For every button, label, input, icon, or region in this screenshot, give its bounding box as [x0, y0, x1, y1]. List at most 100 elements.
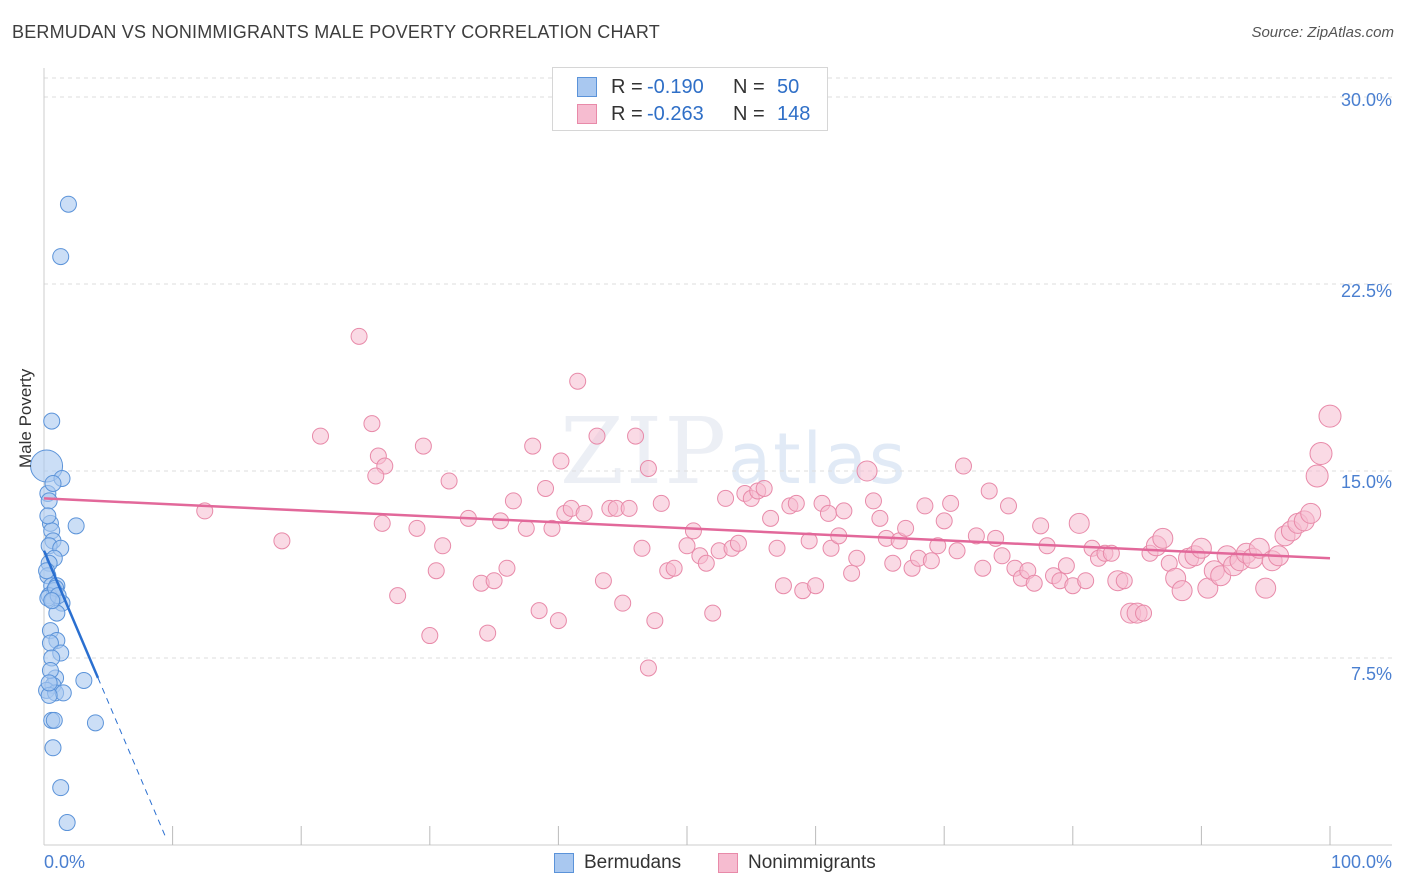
- series-legend: Bermudans Nonimmigrants: [0, 852, 1406, 876]
- nonimmigrants-point: [273, 532, 291, 550]
- nonimmigrants-point: [1032, 517, 1050, 535]
- nonimmigrants-point: [373, 514, 391, 532]
- nonimmigrants-point: [717, 489, 735, 507]
- nonimmigrants-point: [552, 452, 570, 470]
- bermudans-point: [75, 671, 93, 689]
- watermark-zip: ZIP: [560, 398, 729, 505]
- n-value: 148: [777, 102, 811, 125]
- nonimmigrants-point: [427, 562, 445, 580]
- nonimmigrants-point: [884, 554, 902, 572]
- bermudans-point: [52, 248, 70, 266]
- n-label: N =: [733, 102, 765, 125]
- nonimmigrants-point: [922, 552, 940, 570]
- n-value: 50: [777, 75, 800, 98]
- x-tick-label-max: 100.0%: [1330, 852, 1392, 872]
- nonimmigrants-point: [684, 522, 702, 540]
- nonimmigrants-point: [569, 372, 587, 390]
- n-label: N =: [733, 75, 765, 98]
- nonimmigrants-point: [639, 659, 657, 677]
- nonimmigrants-point: [948, 542, 966, 560]
- nonimmigrants-point: [363, 415, 381, 433]
- nonimmigrants-point: [755, 479, 773, 497]
- nonimmigrants-point: [408, 519, 426, 537]
- nonimmigrants-point: [440, 472, 458, 490]
- nonimmigrants-point: [1152, 527, 1174, 549]
- nonimmigrants-point: [537, 479, 555, 497]
- nonimmigrants-point: [916, 497, 934, 515]
- nonimmigrants-point: [974, 559, 992, 577]
- nonimmigrants-point: [1305, 464, 1329, 488]
- bermudans-point: [86, 714, 104, 732]
- bermudans-point: [43, 592, 61, 610]
- nonimmigrants-point: [897, 519, 915, 537]
- nonimmigrants-point: [787, 494, 805, 512]
- nonimmigrants-point: [843, 564, 861, 582]
- nonimmigrants-point: [549, 612, 567, 630]
- y-tick-label-30: 30.0%: [1340, 90, 1392, 110]
- nonimmigrants-point: [646, 612, 664, 630]
- legend-row-bermudans: R = -0.190 N = 50: [577, 75, 799, 99]
- nonimmigrants-point: [697, 554, 715, 572]
- legend-swatch-blue: [554, 853, 574, 873]
- nonimmigrants-point: [768, 539, 786, 557]
- legend-swatch-pink: [718, 853, 738, 873]
- nonimmigrants-point: [993, 547, 1011, 565]
- nonimmigrants-point: [1248, 537, 1270, 559]
- source-label: Source: ZipAtlas.com: [1251, 24, 1394, 41]
- nonimmigrants-point: [652, 494, 670, 512]
- y-tick-label-7-5: 7.5%: [1350, 664, 1392, 684]
- legend-row-nonimmigrants: R = -0.263 N = 148: [577, 102, 810, 126]
- bermudans-point: [40, 674, 58, 692]
- nonimmigrants-point: [517, 519, 535, 537]
- x-tick-label-min: 0.0%: [44, 852, 86, 872]
- bermudans-point: [40, 492, 58, 510]
- nonimmigrants-point: [633, 539, 651, 557]
- nonimmigrants-point: [434, 537, 452, 555]
- nonimmigrants-point: [1000, 497, 1017, 515]
- r-value: -0.190: [647, 75, 704, 98]
- bermudans-point: [67, 517, 85, 535]
- nonimmigrants-point: [967, 527, 985, 545]
- nonimmigrants-point: [311, 427, 329, 445]
- nonimmigrants-point: [627, 427, 645, 445]
- legend-label-bermudans: Bermudans: [584, 852, 682, 873]
- legend-item-bermudans[interactable]: Bermudans: [554, 852, 681, 874]
- nonimmigrants-point: [350, 327, 368, 345]
- nonimmigrants-point: [665, 559, 683, 577]
- nonimmigrants-point: [704, 604, 722, 622]
- nonimmigrants-point: [524, 437, 542, 455]
- nonimmigrants-point: [929, 537, 947, 555]
- bermudans-point: [52, 779, 70, 797]
- nonimmigrants-point: [1255, 577, 1277, 599]
- nonimmigrants-point: [835, 502, 853, 520]
- nonimmigrants-point: [1077, 572, 1095, 590]
- y-tick-label-15: 15.0%: [1340, 472, 1392, 492]
- nonimmigrants-point: [1135, 604, 1153, 622]
- legend-item-nonimmigrants[interactable]: Nonimmigrants: [718, 852, 876, 874]
- zipatlas-watermark: ZIPatlas: [560, 398, 907, 505]
- nonimmigrants-point: [594, 572, 612, 590]
- nonimmigrants-point: [864, 492, 882, 510]
- bermudans-trendline: [42, 550, 100, 679]
- nonimmigrants-point: [729, 534, 747, 552]
- nonimmigrants-point: [1171, 580, 1193, 602]
- nonimmigrants-point: [543, 519, 561, 537]
- bermudans-point: [44, 474, 62, 492]
- bermudans-point: [44, 739, 62, 757]
- nonimmigrants-point: [942, 494, 960, 512]
- bermudans-trendline-extension: [97, 677, 167, 839]
- nonimmigrants-point: [575, 504, 593, 522]
- nonimmigrants-point: [504, 492, 522, 510]
- nonimmigrants-point: [819, 504, 837, 522]
- nonimmigrants-point: [1300, 502, 1322, 524]
- nonimmigrants-point: [856, 460, 878, 482]
- bermudans-point: [54, 684, 72, 702]
- legend-swatch-blue: [577, 77, 597, 97]
- nonimmigrants-point: [678, 537, 696, 555]
- nonimmigrants-point: [530, 602, 548, 620]
- bermudans-point: [39, 507, 57, 525]
- nonimmigrants-point: [774, 577, 792, 595]
- nonimmigrants-point: [421, 627, 439, 645]
- correlation-legend: R = -0.190 N = 50 R = -0.263 N = 148: [552, 67, 828, 131]
- y-tick-label-22-5: 22.5%: [1340, 281, 1392, 301]
